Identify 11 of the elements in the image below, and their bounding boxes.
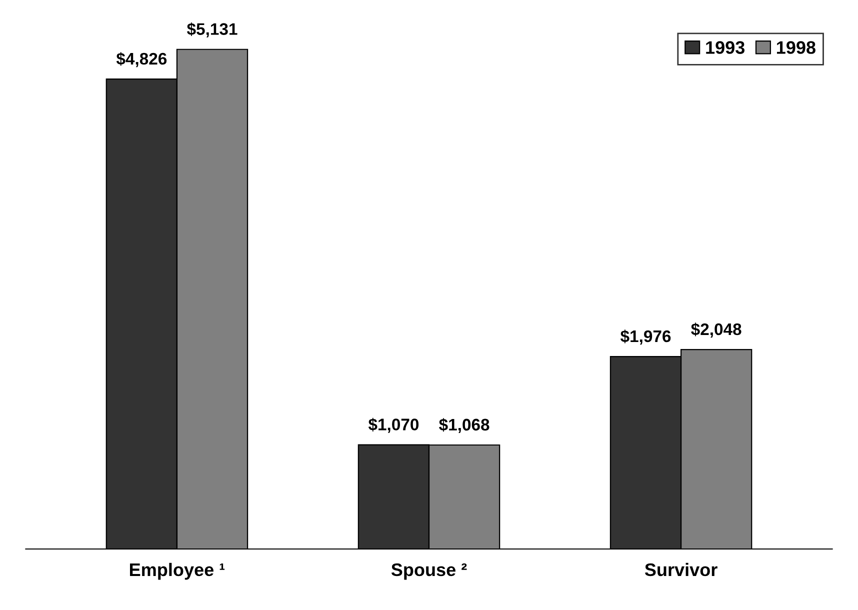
- legend-label: 1993: [706, 41, 745, 54]
- x-tick-label: Spouse ²: [391, 563, 467, 580]
- data-label: $2,048: [691, 322, 742, 338]
- x-tick-label: Employee ¹: [130, 562, 225, 580]
- x-tick-label: Survivor: [644, 562, 718, 576]
- legend-label: 1998: [776, 41, 816, 54]
- data-label: $5,131: [186, 22, 238, 38]
- data-label: $1,070: [368, 418, 419, 433]
- data-label: $1,068: [439, 418, 490, 434]
- data-label: $4,826: [116, 52, 167, 68]
- data-label: $1,976: [620, 330, 671, 345]
